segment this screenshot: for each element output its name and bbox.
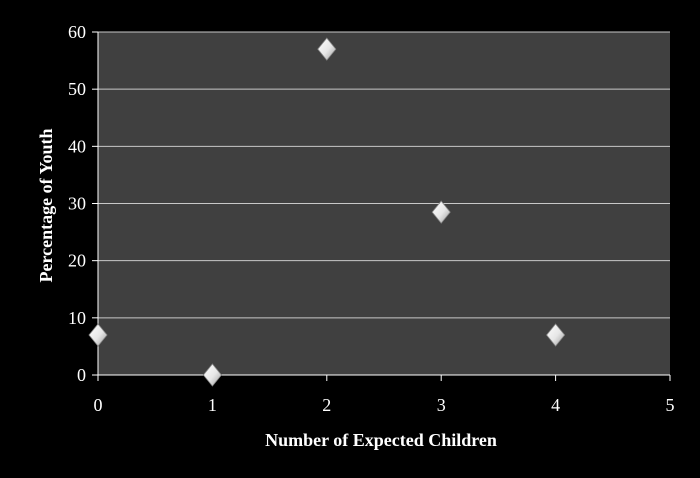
- x-axis-title: Number of Expected Children: [265, 430, 497, 450]
- x-tick-label-5: 5: [666, 395, 675, 415]
- y-tick-label-0: 0: [77, 365, 86, 385]
- data-points: [88, 37, 566, 387]
- data-point-4: [546, 323, 566, 347]
- x-tick-label-2: 2: [322, 395, 331, 415]
- y-tick-label-40: 40: [68, 136, 86, 156]
- gridlines: [98, 31, 670, 319]
- x-tick-label-4: 4: [551, 395, 560, 415]
- y-tick-label-10: 10: [68, 308, 86, 328]
- y-axis-title: Percentage of Youth: [36, 129, 56, 283]
- x-tick-label-3: 3: [437, 395, 446, 415]
- data-point-3: [431, 200, 451, 224]
- data-point-0: [88, 323, 108, 347]
- y-axis-ticks: 0 10 20 30 40 50 60: [68, 22, 98, 385]
- y-tick-label-30: 30: [68, 194, 86, 214]
- y-tick-label-20: 20: [68, 251, 86, 271]
- x-tick-label-0: 0: [94, 395, 103, 415]
- data-point-2: [317, 37, 337, 61]
- y-tick-label-50: 50: [68, 79, 86, 99]
- x-tick-label-1: 1: [208, 395, 217, 415]
- y-tick-label-60: 60: [68, 22, 86, 42]
- data-point-1: [202, 363, 222, 387]
